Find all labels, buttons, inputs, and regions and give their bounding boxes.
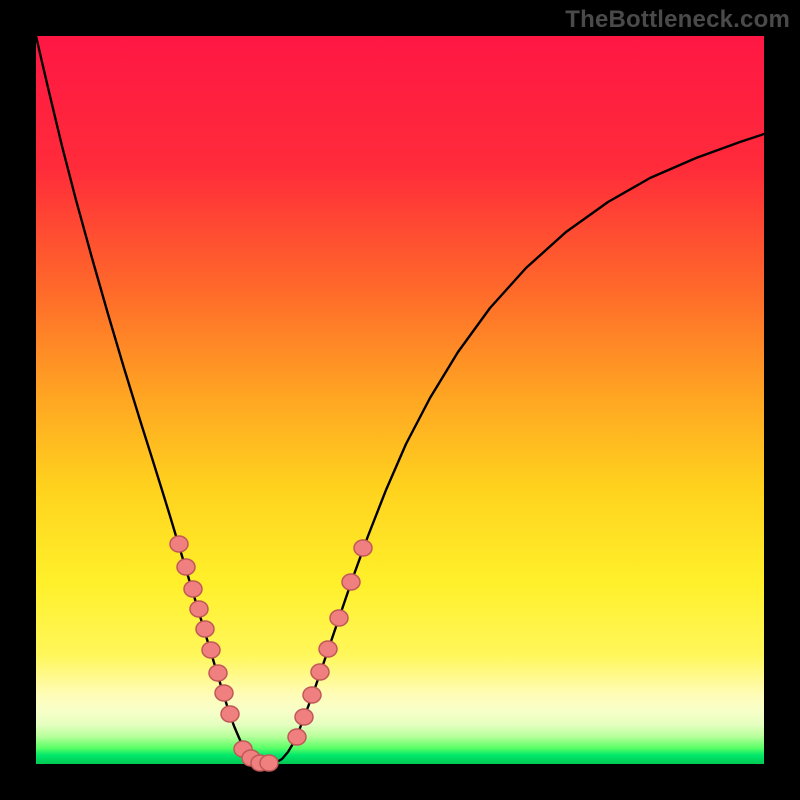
marker-left-arm: [221, 706, 239, 722]
marker-left-arm: [177, 559, 195, 575]
marker-left-arm: [184, 581, 202, 597]
marker-bottom: [260, 755, 278, 771]
marker-right-arm: [319, 641, 337, 657]
figure-root: TheBottleneck.com: [0, 0, 800, 800]
marker-right-arm: [288, 729, 306, 745]
chart-overlay: [0, 0, 800, 800]
marker-left-arm: [190, 601, 208, 617]
marker-right-arm: [295, 709, 313, 725]
marker-right-arm: [342, 574, 360, 590]
marker-left-arm: [170, 536, 188, 552]
marker-left-arm: [209, 665, 227, 681]
watermark-text: TheBottleneck.com: [565, 6, 790, 34]
marker-right-arm: [311, 664, 329, 680]
v-curve: [36, 36, 764, 764]
marker-left-arm: [196, 621, 214, 637]
marker-left-arm: [202, 642, 220, 658]
marker-left-arm: [215, 685, 233, 701]
marker-right-arm: [330, 610, 348, 626]
marker-right-arm: [354, 540, 372, 556]
marker-right-arm: [303, 687, 321, 703]
